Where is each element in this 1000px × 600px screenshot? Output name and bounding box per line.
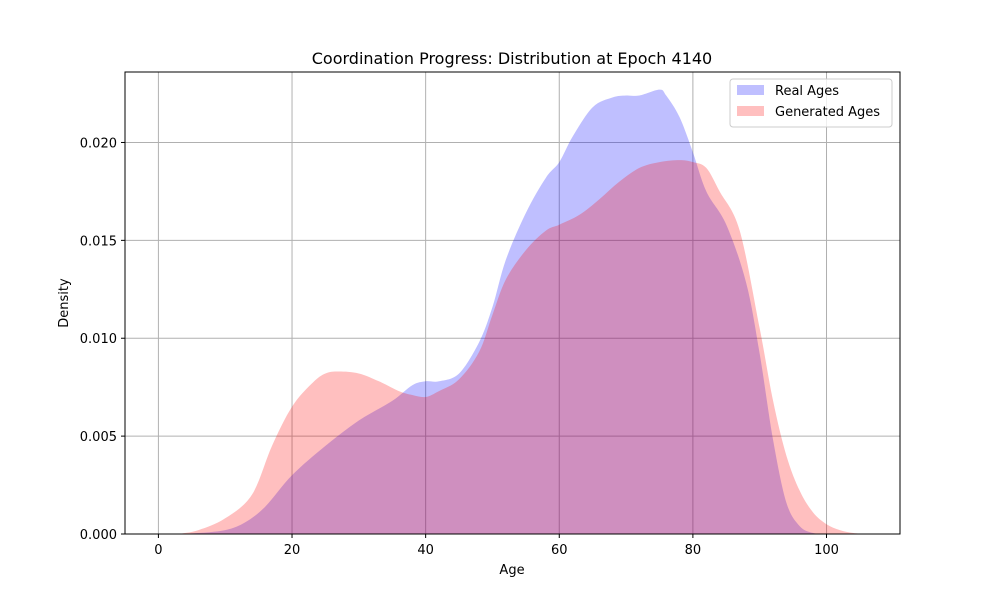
density-area-real-ages [158,89,827,534]
y-tick-label: 0.010 [80,332,117,347]
y-tick-label: 0.015 [80,234,117,249]
density-area-generated-ages [178,160,867,534]
x-tick-label: 60 [551,543,568,558]
y-axis-label: Density [57,278,72,328]
legend: Real Ages Generated Ages [729,78,893,128]
legend-label-real-ages: Real Ages [775,84,839,99]
y-tick-label: 0.000 [80,528,117,543]
x-tick-label: 80 [685,543,702,558]
x-tick-label: 20 [284,543,301,558]
legend-swatch-generated-ages [737,106,764,116]
legend-swatch-real-ages [737,85,764,95]
y-tick-label: 0.005 [80,430,117,445]
chart-title: Coordination Progress: Distribution at E… [312,49,712,68]
density-areas [158,89,867,534]
axis-ticks: 0 20 40 60 80 100 0.000 0.005 0.010 0.015 0.020 [80,136,839,558]
x-axis-label: Age [499,563,524,578]
legend-label-generated-ages: Generated Ages [775,105,880,120]
y-tick-label: 0.020 [80,136,117,151]
x-tick-label: 40 [417,543,434,558]
legend-frame [729,78,893,128]
plot-frame [124,71,901,535]
x-tick-label: 0 [154,543,162,558]
x-tick-label: 100 [814,543,839,558]
